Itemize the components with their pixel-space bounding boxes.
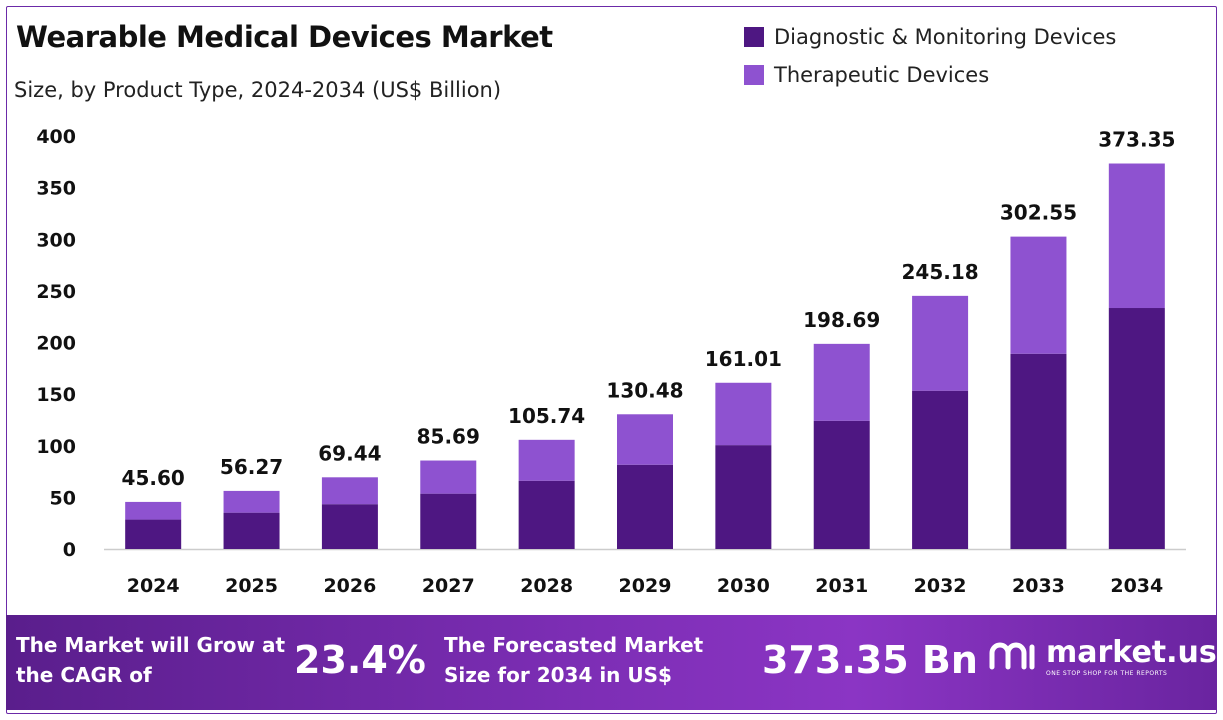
- x-tick-label: 2026: [323, 575, 376, 597]
- footer-banner: The Market will Grow at the CAGR of 23.4…: [6, 615, 1217, 710]
- x-tick-label: 2032: [914, 575, 967, 597]
- bar-diagnostic: [617, 464, 673, 549]
- x-tick-label: 2030: [717, 575, 770, 597]
- bar-therapeutic: [518, 439, 575, 481]
- legend-item-therapeutic: Therapeutic Devices: [744, 56, 1116, 94]
- y-tick-label: 50: [50, 487, 76, 509]
- y-tick-label: 350: [36, 178, 76, 200]
- bar-diagnostic: [813, 420, 870, 549]
- x-tick-label: 2034: [1110, 575, 1163, 597]
- chart-title: Wearable Medical Devices Market: [16, 20, 553, 54]
- y-tick-label: 100: [36, 436, 76, 458]
- bar-total-label: 56.27: [220, 455, 283, 479]
- y-tick-label: 400: [36, 126, 76, 148]
- x-tick-label: 2033: [1012, 575, 1065, 597]
- bar-therapeutic: [617, 414, 673, 465]
- bar-therapeutic: [813, 343, 870, 421]
- legend-item-diagnostic: Diagnostic & Monitoring Devices: [744, 18, 1116, 56]
- bar-total-label: 45.60: [122, 466, 185, 490]
- x-tick-label: 2027: [422, 575, 475, 597]
- x-tick-label: 2031: [815, 575, 868, 597]
- y-tick-label: 200: [36, 333, 76, 355]
- bar-total-label: 245.18: [901, 260, 978, 284]
- bar-therapeutic: [1108, 163, 1165, 309]
- bar-chart: 0 50 100 150 200 250 300 350 400 45.60 2024 56.27 20…: [36, 126, 1186, 597]
- bar-diagnostic: [715, 445, 772, 549]
- marketus-logo: market.us ONE STOP SHOP FOR THE REPORTS: [988, 637, 1217, 677]
- bar-diagnostic: [1010, 353, 1067, 549]
- bar-diagnostic: [125, 519, 182, 549]
- bar-total-label: 85.69: [417, 425, 480, 449]
- footer-cagr-value: 23.4%: [294, 638, 426, 682]
- chart-subtitle: Size, by Product Type, 2024-2034 (US$ Bi…: [14, 78, 502, 102]
- y-tick-label: 300: [36, 229, 76, 251]
- bar-total-label: 69.44: [318, 441, 381, 465]
- x-tick-label: 2025: [225, 575, 278, 597]
- chart-frame: [6, 6, 1217, 714]
- bar-therapeutic: [125, 501, 182, 520]
- legend-swatch-therapeutic: [744, 65, 764, 85]
- bar-therapeutic: [223, 490, 280, 513]
- x-tick-label: 2029: [619, 575, 672, 597]
- footer-forecast-text: The Forecasted Market Size for 2034 in U…: [444, 633, 704, 687]
- x-tick-label: 2024: [127, 575, 180, 597]
- marketus-logo-tagline: ONE STOP SHOP FOR THE REPORTS: [1046, 669, 1168, 677]
- legend-swatch-diagnostic: [744, 27, 764, 47]
- y-tick-label: 0: [63, 539, 76, 561]
- y-tick-label: 250: [36, 281, 76, 303]
- bar-therapeutic: [715, 382, 772, 446]
- bar-total-label: 105.74: [508, 404, 585, 428]
- x-tick-label: 2028: [520, 575, 573, 597]
- bar-diagnostic: [420, 493, 477, 549]
- bar-diagnostic: [518, 480, 575, 549]
- bar-therapeutic: [912, 295, 969, 391]
- bar-diagnostic: [321, 504, 378, 549]
- marketus-logo-name: market.us: [1046, 634, 1217, 670]
- bar-diagnostic: [223, 512, 280, 549]
- legend: Diagnostic & Monitoring Devices Therapeu…: [744, 18, 1116, 94]
- marketus-logo-icon: [989, 642, 1035, 670]
- legend-label-diagnostic: Diagnostic & Monitoring Devices: [774, 25, 1117, 49]
- bar-therapeutic: [1010, 236, 1067, 354]
- bar-total-label: 302.55: [1000, 201, 1077, 225]
- bar-therapeutic: [420, 460, 477, 494]
- y-tick-label: 150: [36, 384, 76, 406]
- bar-diagnostic: [912, 390, 969, 549]
- footer-cagr-text: The Market will Grow at the CAGR of: [16, 633, 286, 687]
- bar-therapeutic: [321, 477, 378, 505]
- bar-total-label: 373.35: [1098, 128, 1175, 152]
- bar-diagnostic: [1108, 308, 1165, 549]
- bar-total-label: 198.69: [803, 308, 880, 332]
- bar-total-label: 161.01: [705, 347, 782, 371]
- legend-label-therapeutic: Therapeutic Devices: [774, 63, 990, 87]
- footer-forecast-value: 373.35 Bn: [762, 638, 978, 682]
- bar-total-label: 130.48: [606, 378, 683, 402]
